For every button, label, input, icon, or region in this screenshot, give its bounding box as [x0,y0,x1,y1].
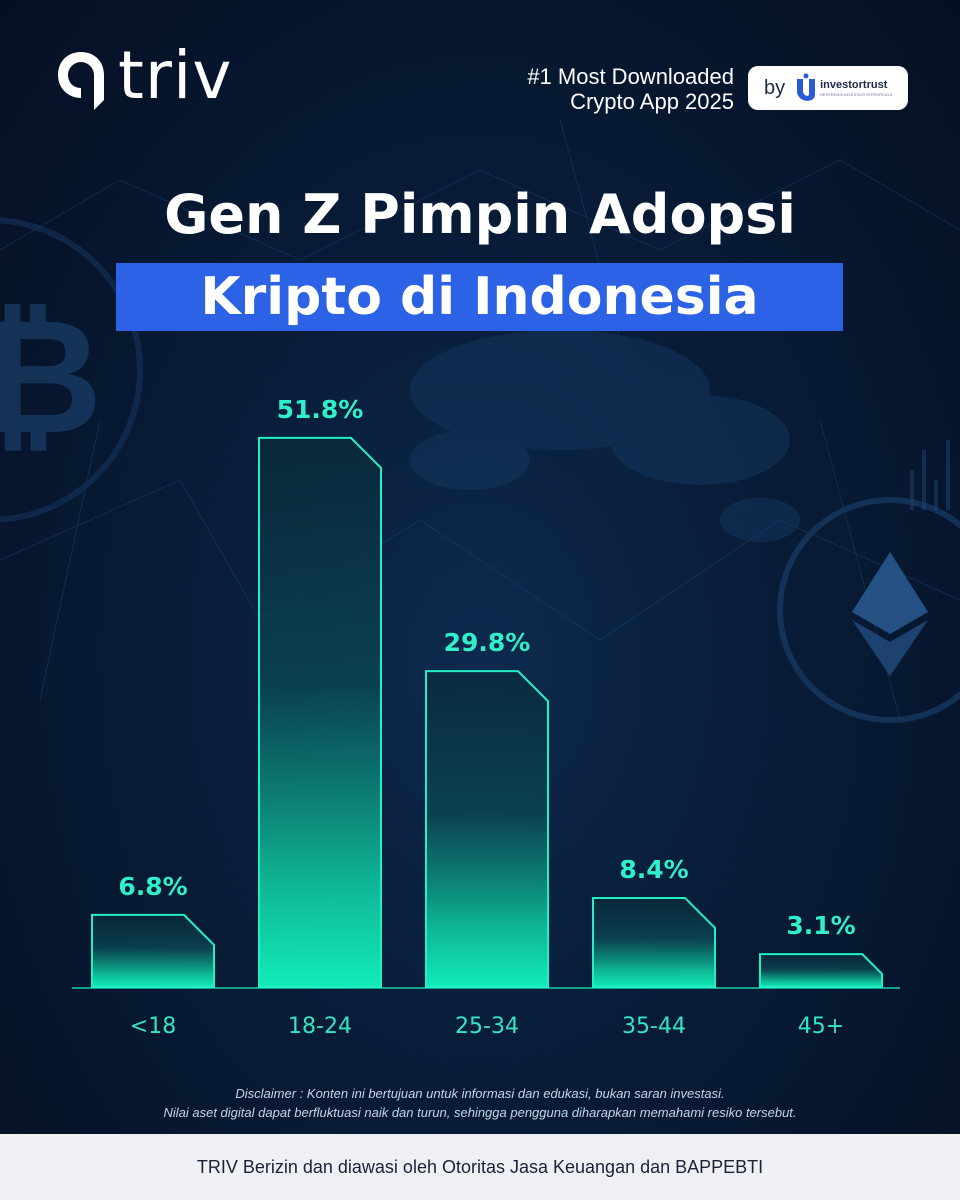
bar-45+ [759,953,883,988]
headline-line2: Kripto di Indonesia [200,267,759,327]
value-label: 29.8% [444,628,531,657]
headline-line1: Gen Z Pimpin Adopsi [164,183,796,246]
value-label: 8.4% [619,855,688,884]
investortrust-logo-icon [797,73,816,101]
bar-35-44 [592,896,716,988]
category-label: 18-24 [288,1014,352,1039]
value-label: 3.1% [786,911,855,940]
footer-bar: TRIV Berizin dan diawasi oleh Otoritas J… [0,1134,960,1200]
logo-text: triv [118,37,233,114]
headline-highlight: Kripto di Indonesia [116,263,843,331]
tagline-line1: #1 Most Downloaded [527,64,734,89]
value-label: 51.8% [277,395,364,424]
badge-by-label: by [764,76,786,99]
triv-logo: triv [54,43,232,112]
category-label: 35-44 [622,1014,686,1039]
category-label: 25-34 [455,1014,519,1039]
category-label: 45+ [798,1014,844,1039]
ethereum-icon [777,497,960,723]
tagline: #1 Most Downloaded Crypto App 2025 [527,64,734,114]
tagline-line2: Crypto App 2025 [570,89,734,114]
disclaimer-line2: Nilai aset digital dapat berfluktuasi na… [163,1105,797,1120]
svg-text:₿: ₿ [0,283,102,470]
badge-partner-name: investortrust [820,79,888,91]
bar-<18 [91,913,215,988]
footer-text: TRIV Berizin dan diawasi oleh Otoritas J… [196,1156,764,1177]
category-label: <18 [130,1014,176,1039]
bar-25-34 [425,670,549,988]
badge-partner-sub: REFERENSI INVESTASI TERPERCAYA [820,92,893,97]
disclaimer: Disclaimer : Konten ini bertujuan untuk … [0,1084,960,1122]
bitcoin-icon: ₿ [0,217,143,523]
disclaimer-line1: Disclaimer : Konten ini bertujuan untuk … [235,1086,725,1101]
value-label: 6.8% [118,872,187,901]
partner-badge: by investortrust REFERENSI INVESTASI TER… [748,66,908,110]
location-pin-icon [58,52,104,110]
bar-18-24 [258,436,382,988]
